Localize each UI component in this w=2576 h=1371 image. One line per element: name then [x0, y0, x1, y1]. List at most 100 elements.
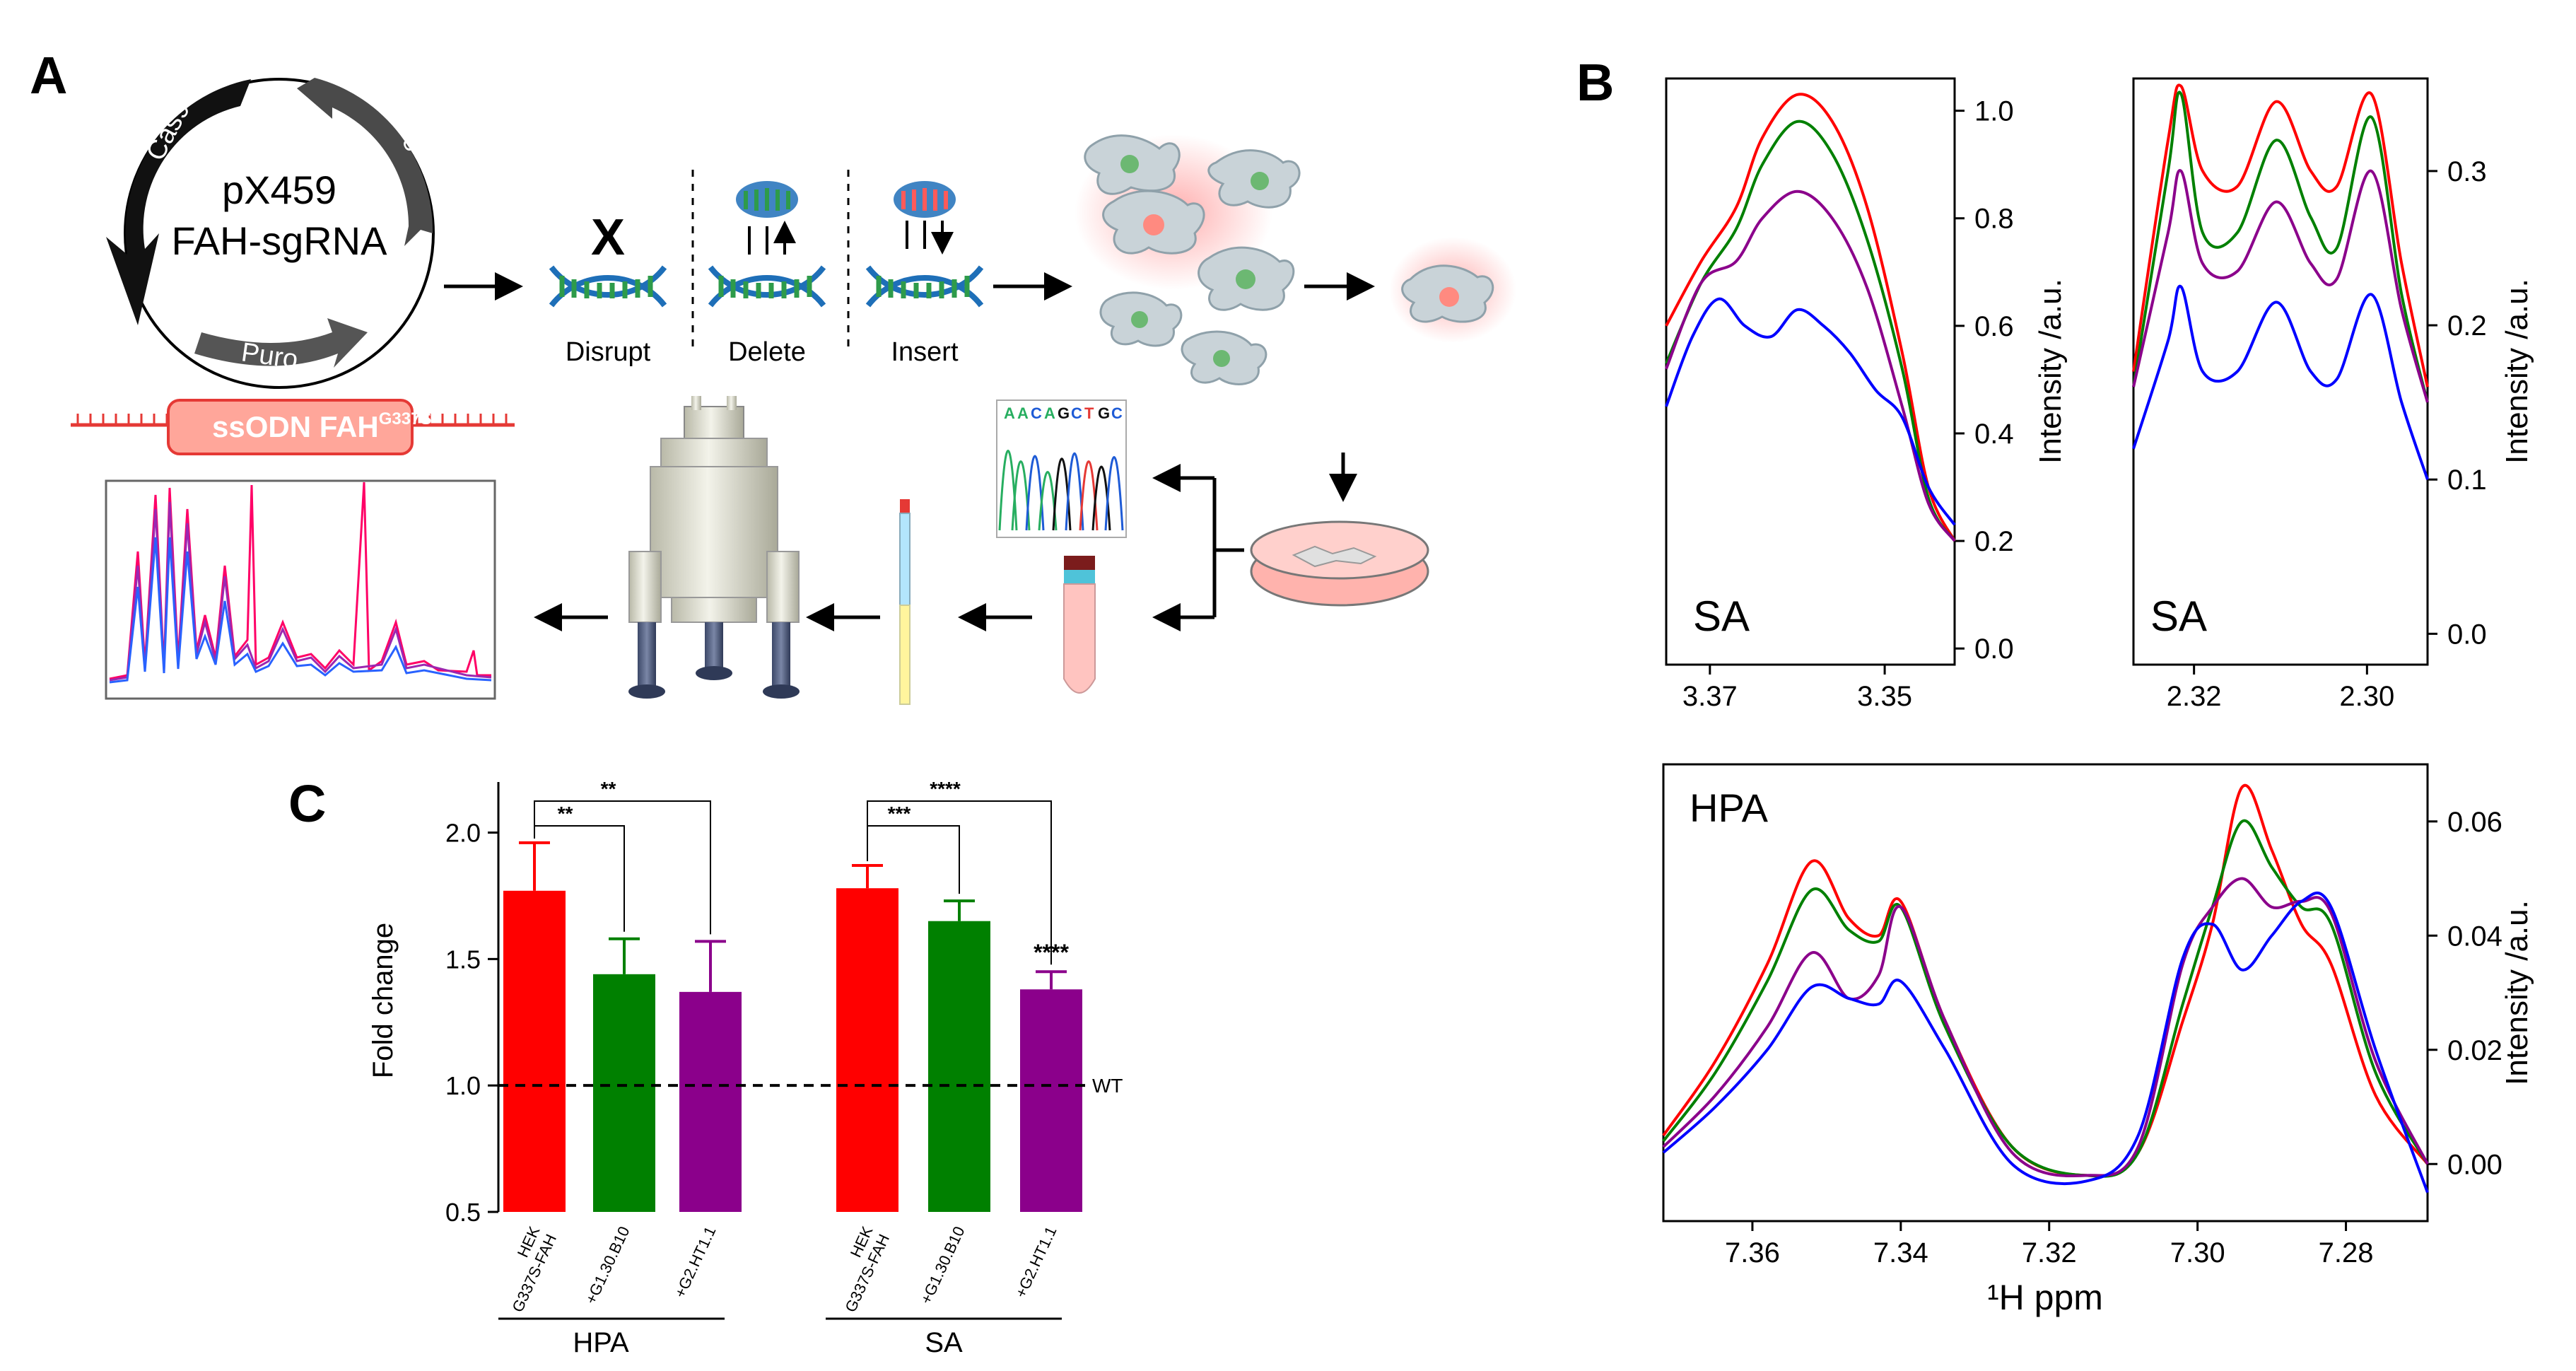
- y-tick-label: 0.2: [2447, 310, 2487, 342]
- nmr-spectrometer: [628, 396, 800, 699]
- nmr-plot-sa-top-left: SA 3.37 3.35 0.0 0.2 0.4 0.6 0.8 1.0 Intensity …: [1665, 77, 2068, 712]
- lysate-tube: [1063, 556, 1096, 694]
- plot-title-sa-2: SA: [2150, 593, 2207, 640]
- series-line-red: [1665, 93, 1956, 542]
- y-tick-label: 0.06: [2447, 807, 2502, 838]
- y-tick-label: 0.8: [1974, 204, 2014, 235]
- base-4: A: [1044, 404, 1055, 422]
- group-label-sa: SA: [925, 1327, 963, 1358]
- bar-sa-1: [836, 888, 898, 1212]
- chromatogram-sequence: A A C A G C T G C: [1004, 404, 1123, 422]
- panel-label-a: A: [30, 46, 67, 105]
- panel-label-c: C: [288, 774, 326, 833]
- x-tick-label: 3.35: [1857, 681, 1912, 712]
- base-1: A: [1004, 404, 1015, 422]
- y-tick-label: 0.00: [2447, 1149, 2502, 1180]
- series-line-purple: [1665, 189, 1956, 542]
- plot-title-sa-1: SA: [1693, 593, 1750, 640]
- disrupt-mark: X: [591, 209, 625, 266]
- panel-b: SA 3.37 3.35 0.0 0.2 0.4 0.6 0.8 1.0 Intensity …: [1662, 77, 2534, 1317]
- series-line-blue: [2132, 284, 2429, 480]
- category-label: HEKG337S-FAH: [825, 1223, 893, 1314]
- category-label: HEKG337S-FAH: [492, 1223, 560, 1314]
- significance-bracket: [534, 800, 711, 935]
- xlabel-hpa: ¹H ppm: [1987, 1278, 2103, 1317]
- y-tick-label: 2.0: [445, 819, 481, 848]
- dna-insert: Insert: [865, 181, 984, 367]
- dna-disrupt: X Disrupt: [549, 209, 667, 367]
- puro-segment: [194, 318, 368, 368]
- series-line-red: [2132, 83, 2429, 387]
- y-tick-label: 0.3: [2447, 156, 2487, 187]
- dna-editing: X Disrupt Delete: [549, 170, 984, 367]
- cell-cluster: [1075, 134, 1301, 385]
- base-6: C: [1071, 404, 1082, 422]
- y-tick-label: 0.4: [1974, 419, 2014, 450]
- ssodn-superscript: G337S: [379, 409, 432, 428]
- edit-label-disrupt: Disrupt: [566, 337, 651, 367]
- category-label: +G2.HT1.1: [671, 1224, 719, 1301]
- y-tick-label: 0.0: [2447, 619, 2487, 650]
- nmr-tube: [899, 499, 911, 705]
- x-tick-label: 7.34: [1873, 1237, 1928, 1268]
- series-line-blue: [1665, 297, 1956, 526]
- group-label-hpa: HPA: [573, 1327, 629, 1358]
- dna-delete: Delete: [708, 181, 826, 367]
- edit-label-delete: Delete: [728, 337, 806, 367]
- significance-label: ***: [888, 803, 911, 824]
- y-tick-label: 0.0: [1974, 634, 2014, 665]
- y-tick-label: 0.02: [2447, 1035, 2502, 1066]
- base-7: T: [1084, 404, 1094, 422]
- significance-label-sa-bar3: ****: [1034, 940, 1069, 965]
- base-8: G: [1098, 404, 1110, 422]
- y-tick-label: 1.5: [445, 945, 481, 974]
- bar-sa-3: [1020, 989, 1082, 1212]
- x-tick-label: 7.32: [2022, 1237, 2077, 1268]
- wt-label: WT: [1092, 1075, 1123, 1097]
- plasmid-name: pX459: [222, 168, 336, 212]
- series-line-green: [1665, 119, 1956, 542]
- sequencing-chromatogram: A A C A G C T G C: [996, 399, 1127, 538]
- series-line-purple: [1662, 877, 2429, 1178]
- nmr-plot-hpa: HPA 7.36 7.34 7.32 7.30 7.28 0.00 0.02 0.04 0.06…: [1662, 763, 2534, 1317]
- category-label: +G1.30.B10: [582, 1224, 633, 1307]
- plot-title-hpa: HPA: [1690, 786, 1769, 830]
- y-tick-label: 0.1: [2447, 465, 2487, 496]
- base-5: G: [1058, 404, 1070, 422]
- series-line-blue: [1662, 891, 2429, 1194]
- significance-bracket: [867, 800, 1052, 965]
- cas9-segment: [106, 79, 251, 325]
- category-label: +G2.HT1.1: [1012, 1224, 1060, 1301]
- base-2: A: [1017, 404, 1029, 422]
- branch-line: [1212, 478, 1244, 617]
- significance-label: **: [558, 803, 573, 824]
- significance-label: ****: [930, 778, 961, 800]
- panel-a: pX459 FAH-sgRNA Cas9 sgRNA Puro ssODN FA…: [71, 67, 1516, 705]
- y-tick-label: 0.5: [445, 1198, 481, 1227]
- category-label: +G1.30.B10: [917, 1224, 968, 1307]
- petri-dish: [1250, 520, 1429, 607]
- plasmid-subtitle: FAH-sgRNA: [172, 218, 388, 263]
- base-9: C: [1111, 404, 1123, 422]
- y-tick-label: 1.0: [1974, 96, 2014, 127]
- y-tick-label: 0.2: [1974, 526, 2014, 557]
- selected-clone: [1389, 237, 1516, 343]
- ylabel-sa-1: Intensity /a.u.: [2033, 279, 2068, 464]
- thumbnail-trace-blue: [109, 537, 492, 684]
- panel-c-bar-chart: Fold change 0.51.01.52.0 ***************…: [368, 778, 1123, 1358]
- ylabel-fold-change: Fold change: [368, 923, 399, 1078]
- nmr-plot-sa-top-right: SA 2.32 2.30 0.0 0.1 0.2 0.3 Intensity /a.u.: [2132, 77, 2534, 712]
- panel-label-b: B: [1576, 53, 1614, 112]
- ylabel-hpa: Intensity /a.u.: [2500, 900, 2534, 1085]
- x-tick-label: 3.37: [1682, 681, 1738, 712]
- spectrum-thumbnail: [105, 479, 496, 700]
- y-tick-label: 0.6: [1974, 311, 2014, 342]
- sgrna-segment: [297, 67, 433, 246]
- bar-hpa-2: [593, 974, 655, 1212]
- significance-bracket: [867, 825, 960, 894]
- y-tick-label: 1.0: [445, 1071, 481, 1100]
- x-tick-label: 7.36: [1725, 1237, 1780, 1268]
- series-line-purple: [2132, 169, 2429, 403]
- ssodn-donor: ssODN FAHG337S: [71, 399, 515, 455]
